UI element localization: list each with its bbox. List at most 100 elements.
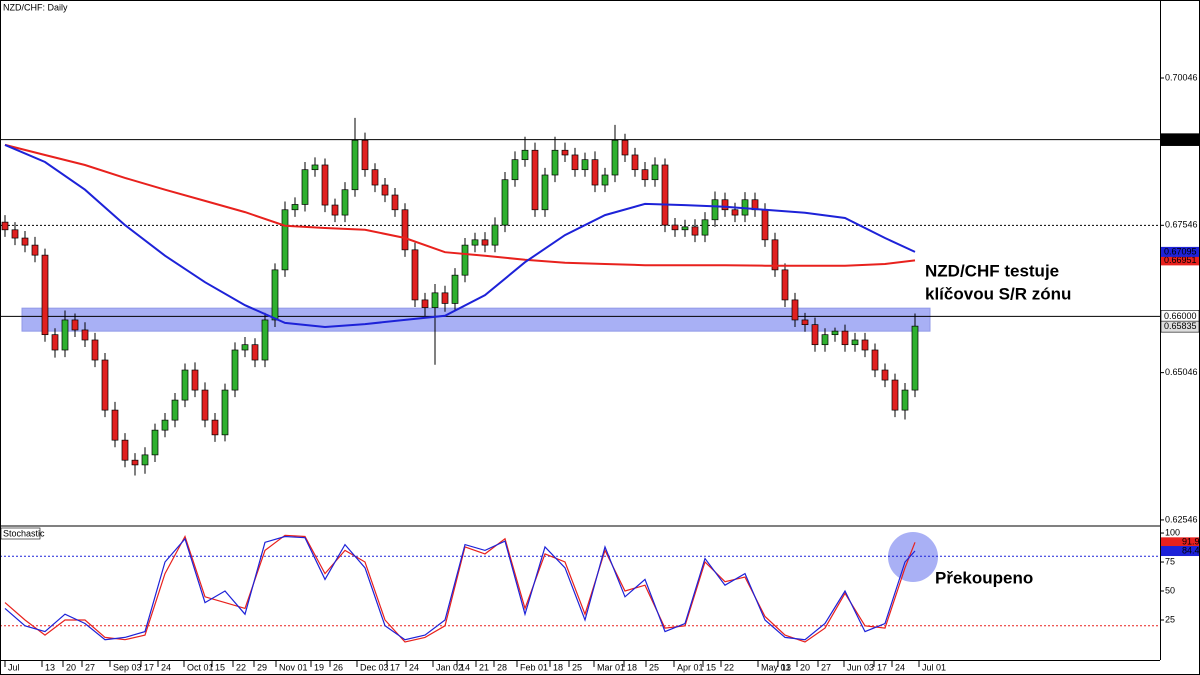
candle-body xyxy=(531,149,539,211)
candle-body xyxy=(311,164,319,171)
candle-body xyxy=(571,154,579,171)
series-label: 84.48 xyxy=(1182,545,1200,555)
x-tick-label: 26 xyxy=(333,662,343,672)
candle-body xyxy=(601,174,609,186)
candle-body xyxy=(31,244,39,256)
series-label: 91.97 xyxy=(1182,537,1200,547)
candle-body xyxy=(341,189,349,216)
highlight-circle xyxy=(888,532,938,582)
candle-body xyxy=(591,159,599,186)
candle-body xyxy=(831,330,839,336)
candle-body xyxy=(661,164,669,226)
series-line xyxy=(4,143,916,267)
candle-body xyxy=(441,292,449,304)
candle-body xyxy=(901,389,909,411)
candle-body xyxy=(221,389,229,436)
candle-body xyxy=(711,199,719,221)
x-tick-label: 17 xyxy=(877,662,887,672)
x-tick-label: 29 xyxy=(257,662,267,672)
candle-body xyxy=(171,399,179,421)
candle-body xyxy=(151,429,159,456)
candle-body xyxy=(891,379,899,411)
candle-body xyxy=(351,139,359,191)
candle-body xyxy=(701,219,709,236)
x-tick-label: 25 xyxy=(572,662,582,672)
series-line xyxy=(4,143,916,329)
annotation: klíčovou S/R zónu xyxy=(925,284,1071,303)
candle-body xyxy=(821,334,829,346)
candle-body xyxy=(581,159,589,171)
candle-body xyxy=(761,209,769,241)
x-tick-label: 13 xyxy=(45,662,55,672)
x-tick-label: 13 xyxy=(781,662,791,672)
candle-body xyxy=(681,226,689,231)
x-tick-label: Jun 03 xyxy=(847,662,874,672)
chart-title: NZD/CHF: Daily xyxy=(3,2,68,12)
candle-body xyxy=(41,254,49,336)
candle-body xyxy=(21,237,29,246)
candle-body xyxy=(271,269,279,321)
x-tick-label: 25 xyxy=(649,662,659,672)
candle-body xyxy=(361,139,369,171)
x-tick-label: 27 xyxy=(85,662,95,672)
y-tick-label: 75 xyxy=(1165,556,1175,566)
candle-body xyxy=(561,149,569,156)
y-tick-label: 100 xyxy=(1165,527,1180,537)
series-line xyxy=(4,535,916,641)
x-tick-label: 14 xyxy=(460,662,470,672)
series-label: 0.67095 xyxy=(1164,246,1197,256)
level-label: 0.69000 xyxy=(1164,134,1197,144)
candle-body xyxy=(511,159,519,181)
candle-body xyxy=(471,239,479,246)
candle-body xyxy=(631,154,639,171)
candle-body xyxy=(611,139,619,176)
x-tick-label: 22 xyxy=(724,662,734,672)
annotation: Překoupeno xyxy=(935,568,1033,587)
x-tick-label: 28 xyxy=(497,662,507,672)
candle-body xyxy=(811,324,819,346)
candle-body xyxy=(451,274,459,304)
annotation: NZD/CHF testuje xyxy=(925,261,1059,280)
x-tick-label: 22 xyxy=(236,662,246,672)
x-tick-label: 20 xyxy=(66,662,76,672)
indicator-label-box xyxy=(0,527,41,540)
candle-body xyxy=(101,359,109,411)
candle-body xyxy=(281,209,289,271)
level-label: 0.66000 xyxy=(1164,311,1197,321)
candle-body xyxy=(691,226,699,236)
x-tick-label: 19 xyxy=(314,662,324,672)
candle-body xyxy=(251,344,259,361)
series-label-box xyxy=(1161,546,1199,557)
candle-body xyxy=(331,204,339,216)
series-label-box xyxy=(1161,255,1199,266)
candle-body xyxy=(881,369,889,381)
price-panel xyxy=(0,117,1160,476)
candle-body xyxy=(141,454,149,466)
candle-body xyxy=(261,319,269,361)
x-tick-label: Dec 03 xyxy=(360,662,389,672)
x-tick-label: May 01 xyxy=(761,662,791,672)
candle-body xyxy=(1,221,9,231)
price-label-box xyxy=(1160,320,1200,333)
candle-body xyxy=(321,164,329,206)
candle-body xyxy=(491,224,499,246)
x-tick-label: 20 xyxy=(800,662,810,672)
candle-body xyxy=(391,194,399,211)
candle-body xyxy=(791,299,799,321)
y-tick-label: 0.62546 xyxy=(1165,514,1198,524)
series-label-box xyxy=(1161,537,1199,548)
candle-body xyxy=(51,334,59,351)
candle-body xyxy=(61,319,69,351)
x-tick-label: Jan 02 xyxy=(436,662,463,672)
indicator-title: Stochastic xyxy=(3,528,45,538)
candle-body xyxy=(481,239,489,246)
x-tick-label: 24 xyxy=(161,662,171,672)
candle-body xyxy=(91,339,99,361)
y-tick-label: 0.67546 xyxy=(1165,220,1198,230)
candle-body xyxy=(641,169,649,181)
candle-body xyxy=(291,204,299,211)
candle-body xyxy=(541,174,549,211)
series-label: 0.66951 xyxy=(1164,255,1197,265)
y-tick-label: 0.70046 xyxy=(1165,72,1198,82)
candle-body xyxy=(381,184,389,196)
